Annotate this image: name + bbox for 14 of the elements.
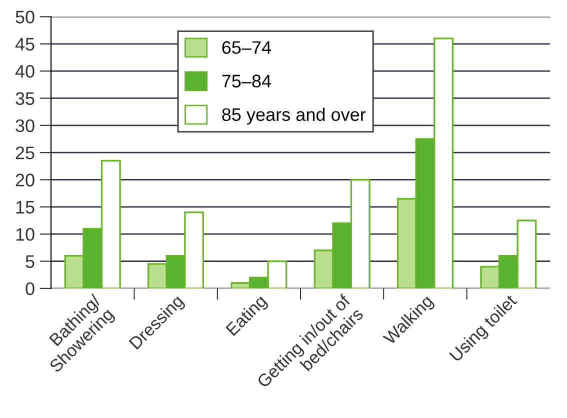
y-tick-label: 35 — [16, 92, 34, 105]
y-tick-label: 50 — [16, 10, 34, 24]
y-tick-label: 5 — [26, 255, 34, 268]
legend-label: 65–74 — [222, 41, 272, 54]
legend-label: 85 years and over — [222, 108, 366, 125]
y-tick-label: 0 — [26, 282, 34, 296]
y-tick-label: 45 — [15, 38, 34, 51]
y-tick-label: 20 — [16, 174, 34, 186]
y-tick-label: 10 — [16, 228, 34, 241]
y-tick-label: 15 — [16, 201, 34, 214]
y-tick-label: 25 — [16, 146, 34, 160]
y-tick-label: 30 — [16, 119, 34, 132]
y-tick-label: 40 — [15, 64, 34, 78]
legend-label: 75–84 — [222, 74, 272, 88]
